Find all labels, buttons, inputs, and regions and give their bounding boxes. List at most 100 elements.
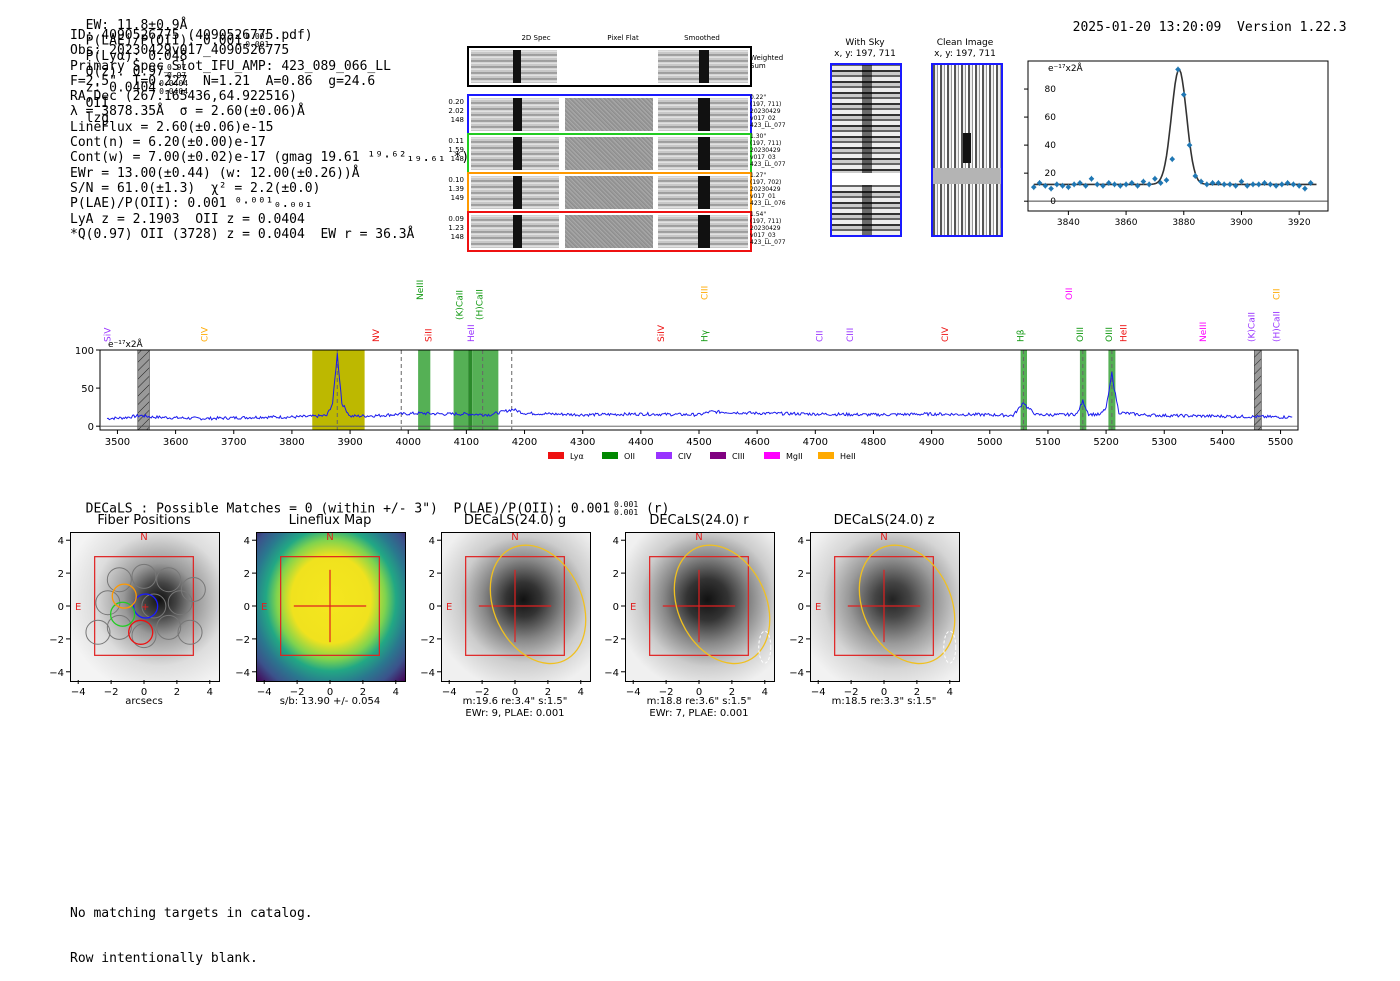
search-box: [649, 556, 749, 656]
spectrum-x-tick-label: 4600: [744, 437, 769, 448]
spectrum-line-label: CIV: [201, 326, 211, 342]
spectrum-x-tick-label: 5100: [1035, 437, 1060, 448]
spectrum-line-label: NeIII: [1199, 322, 1209, 342]
spectrum-span: [137, 349, 150, 431]
info-line: Cont(w) = 7.00(±0.02)e-17 (gmag 19.61 ¹⁹…: [70, 150, 470, 166]
decals-panel-title: Fiber Positions: [97, 513, 191, 528]
fit-data-point: [1077, 180, 1083, 186]
info-line: P(LAE)/P(OII): 0.001 ⁰·⁰⁰¹₀.₀₀₁: [70, 196, 313, 212]
spectrum-x-tick-label: 4800: [861, 437, 886, 448]
search-box: [465, 556, 565, 656]
fit-data-point: [1261, 180, 1268, 186]
cutout-stack: 2D Spec Pixel Flat Smoothed Weighted Sum…: [440, 34, 790, 259]
fit-data-point: [1054, 181, 1060, 188]
header-plae: P(LAE)/P(OII): 0.001: [85, 33, 243, 49]
y-tick-label: 2: [244, 569, 250, 580]
fiber-circle: [106, 567, 132, 593]
x-tick-label: 4: [947, 687, 953, 698]
fit-plot: 0 20 40 60 80 3840 3860 3880 3900 3920 e⁻¹⁷x2Å: [1024, 60, 1329, 228]
fit-data-point: [1238, 178, 1245, 185]
header-qz-sup: 0.97: [166, 63, 187, 72]
spectrum-x-tick-label: 3900: [337, 437, 362, 448]
fit-data-point: [1111, 181, 1118, 188]
clean-image: [931, 63, 1003, 237]
decals-match-line: DECaLS : Possible Matches = 0 (within +/…: [70, 486, 670, 517]
fit-y-tick-label: 0: [1050, 197, 1056, 207]
fiber-circle: [131, 563, 157, 589]
decals-caption-2: EWr: 7, PLAE: 0.001: [649, 708, 749, 719]
x-tick-label: 2: [174, 687, 180, 698]
weighted-sum-label: Weighted Sum: [750, 54, 784, 70]
spectrum-legend-label: HeII: [840, 452, 856, 461]
decals-caption: m:18.5 re:3.3" s:1.5": [831, 696, 937, 707]
y-tick-label: 0: [58, 602, 64, 613]
y-tick-label: 0: [244, 602, 250, 613]
fit-data-point: [1100, 182, 1106, 189]
x-tick-label: −2: [475, 687, 490, 698]
y-tick-label: 4: [429, 536, 435, 547]
fiber-circle: [180, 577, 206, 603]
col-title-pixelflat: Pixel Flat: [607, 34, 639, 42]
fit-data-point: [1071, 181, 1077, 188]
info-line: F=2.5" T=0.227 N=1.21 A=0.86 g=24.6: [70, 73, 376, 89]
header-plae-sub: 0.001: [245, 40, 270, 49]
decals-panel-title: DECaLS(24.0) g: [463, 513, 567, 528]
y-tick-label: 0: [613, 602, 619, 613]
north-label: N: [695, 532, 702, 543]
spectrum-x-tick-label: 3700: [221, 437, 246, 448]
x-tick-label: −2: [290, 687, 305, 698]
fit-data-point: [1180, 91, 1187, 98]
spectrum-line-label: CII: [1272, 288, 1282, 300]
fiber-circle-highlight: [128, 619, 154, 645]
fiber-circle: [131, 623, 157, 649]
spectrum-line-label: (H)CaII: [1272, 311, 1282, 342]
galaxy-ellipse: [673, 544, 771, 665]
spectrum-legend-label: CIV: [678, 452, 692, 461]
fit-data-point: [1221, 181, 1227, 188]
y-tick-label: 4: [798, 536, 804, 547]
fit-data-point: [1146, 181, 1152, 188]
spectrum-x-tick-label: 4400: [628, 437, 653, 448]
spectrum-x-tick-label: 3500: [105, 437, 130, 448]
footer: No matching targets in catalog. Row inte…: [70, 876, 313, 981]
col-title-smoothed: Smoothed: [684, 34, 720, 42]
header-plya: P(Lyα): 0.048: [85, 49, 188, 64]
header-z: z: 0.0404: [85, 80, 157, 96]
spectrum-legend-swatch: [764, 452, 780, 459]
fit-data-point: [1094, 181, 1101, 188]
fiber-circle: [95, 590, 121, 616]
spectrum-x-tick-label: 4700: [803, 437, 828, 448]
fit-data-point: [1250, 181, 1256, 188]
x-tick-label: 0: [696, 687, 702, 698]
fit-model-curve: [1033, 68, 1317, 186]
fit-data-point: [1204, 181, 1210, 188]
header-qz-sub: 0.97: [166, 71, 187, 80]
spectrum-line-label: Hβ: [1017, 329, 1027, 342]
decals-caption: m:19.6 re:3.4" s:1.5": [462, 696, 568, 707]
clean-image-title: Clean Image x, y: 197, 711: [934, 38, 996, 59]
fit-data-point: [1255, 181, 1262, 188]
spectrum-y-tick-label: 0: [88, 422, 94, 433]
fiber-center-marker: +: [141, 602, 149, 613]
x-tick-label: −2: [659, 687, 674, 698]
x-tick-label: −2: [104, 687, 119, 698]
weighted-sum-cutout: [467, 46, 752, 87]
spectrum-legend-swatch: [548, 452, 564, 459]
spectrum-legend-label: MgII: [786, 452, 803, 461]
info-line: LyA z = 2.1903 OII z = 0.0404: [70, 211, 305, 227]
spectrum-x-tick-label: 5400: [1210, 437, 1235, 448]
fit-data-point: [1209, 180, 1216, 186]
info-line: *Q(0.97) OII (3728) z = 0.0404 EW r = 36…: [70, 226, 415, 242]
cutout-row-left-label: 0.11 1.59 148: [448, 137, 464, 163]
fiber-circle: [177, 619, 203, 645]
x-tick-label: 2: [729, 687, 735, 698]
fit-data-point: [1290, 181, 1297, 188]
fit-y-tick-label: 40: [1045, 141, 1057, 151]
info-line: λ = 3878.35Å σ = 2.60(±0.06)Å: [70, 104, 305, 120]
info-line: EWr = 13.00(±0.44) (w: 12.00(±0.26))Å: [70, 165, 360, 181]
footer-line-2: Row intentionally blank.: [70, 951, 258, 966]
decals-panel-title: Lineflux Map: [288, 513, 372, 528]
x-tick-label: −4: [811, 687, 826, 698]
version: Version 1.22.3: [1237, 20, 1347, 35]
spectrum-line-label: NeIII: [416, 280, 426, 300]
